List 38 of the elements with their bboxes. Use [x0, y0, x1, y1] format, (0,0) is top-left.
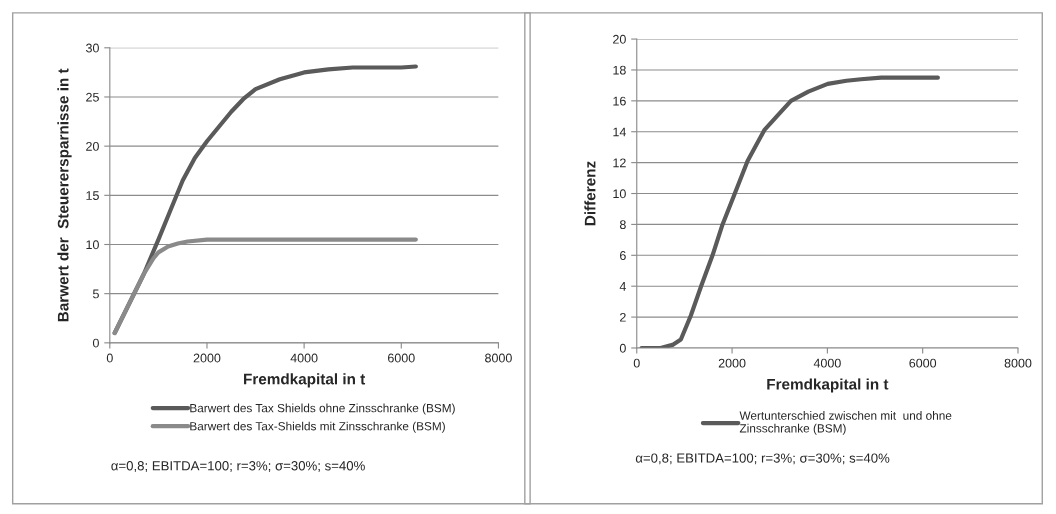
x-axis-title: Fremdkapital in t [244, 373, 366, 388]
x-axis-title: Fremdkapital in t [767, 378, 889, 393]
y-tick-label: 20 [86, 141, 99, 151]
y-tick-label: 2 [620, 312, 626, 322]
y-tick-label: 18 [613, 65, 626, 75]
y-tick-label: 15 [86, 191, 99, 200]
y-tick-label: 30 [85, 43, 99, 53]
y-tick-label: 10 [613, 189, 626, 199]
legend-label: Wertunterschied zwischen mit und ohne Zinsschranke (BSM) [739, 411, 952, 435]
y-tick-label: 8 [619, 220, 626, 230]
x-tick-label: 6000 [388, 353, 415, 363]
text: α=0,8; EBITDA=100; r=3%; σ=30%; s=40% [111, 461, 365, 472]
y-tick-label: 5 [92, 289, 99, 299]
y-tick-label: 0 [92, 338, 99, 348]
y-axis-title: Barwert der Steuerersparnisse in t [57, 68, 72, 322]
x-tick-label: 2000 [193, 353, 221, 363]
x-tick-label: 6000 [909, 358, 937, 368]
y-axis-title: Differenz [584, 161, 596, 226]
y-tick-label: 20 [613, 34, 626, 44]
y-tick-label: 6 [620, 251, 626, 260]
x-tick-label: 4000 [290, 353, 318, 363]
legend-label: Barwert des Tax Shields ohne Zinsschranke (BSM) [190, 403, 455, 415]
legend-label: Barwert des Tax-Shields mit Zinsschranke (BSM) [190, 421, 445, 433]
x-tick-label: 2000 [718, 358, 746, 368]
x-tick-label: 0 [633, 358, 640, 368]
y-tick-label: 16 [613, 96, 626, 106]
y-tick-label: 12 [613, 158, 626, 168]
x-tick-label: 8000 [1004, 358, 1032, 368]
x-tick-label: 8000 [485, 353, 512, 363]
text: α=0,8; EBITDA=100; r=3%; σ=30%; s=40% [635, 453, 890, 465]
y-tick-label: 4 [619, 282, 626, 291]
y-tick-label: 14 [613, 127, 626, 137]
y-tick-label: 10 [86, 240, 99, 250]
x-tick-label: 0 [106, 353, 113, 363]
y-tick-label: 25 [86, 92, 99, 102]
x-tick-label: 4000 [813, 358, 841, 368]
y-tick-label: 0 [619, 343, 626, 353]
line-series [639, 75, 940, 348]
